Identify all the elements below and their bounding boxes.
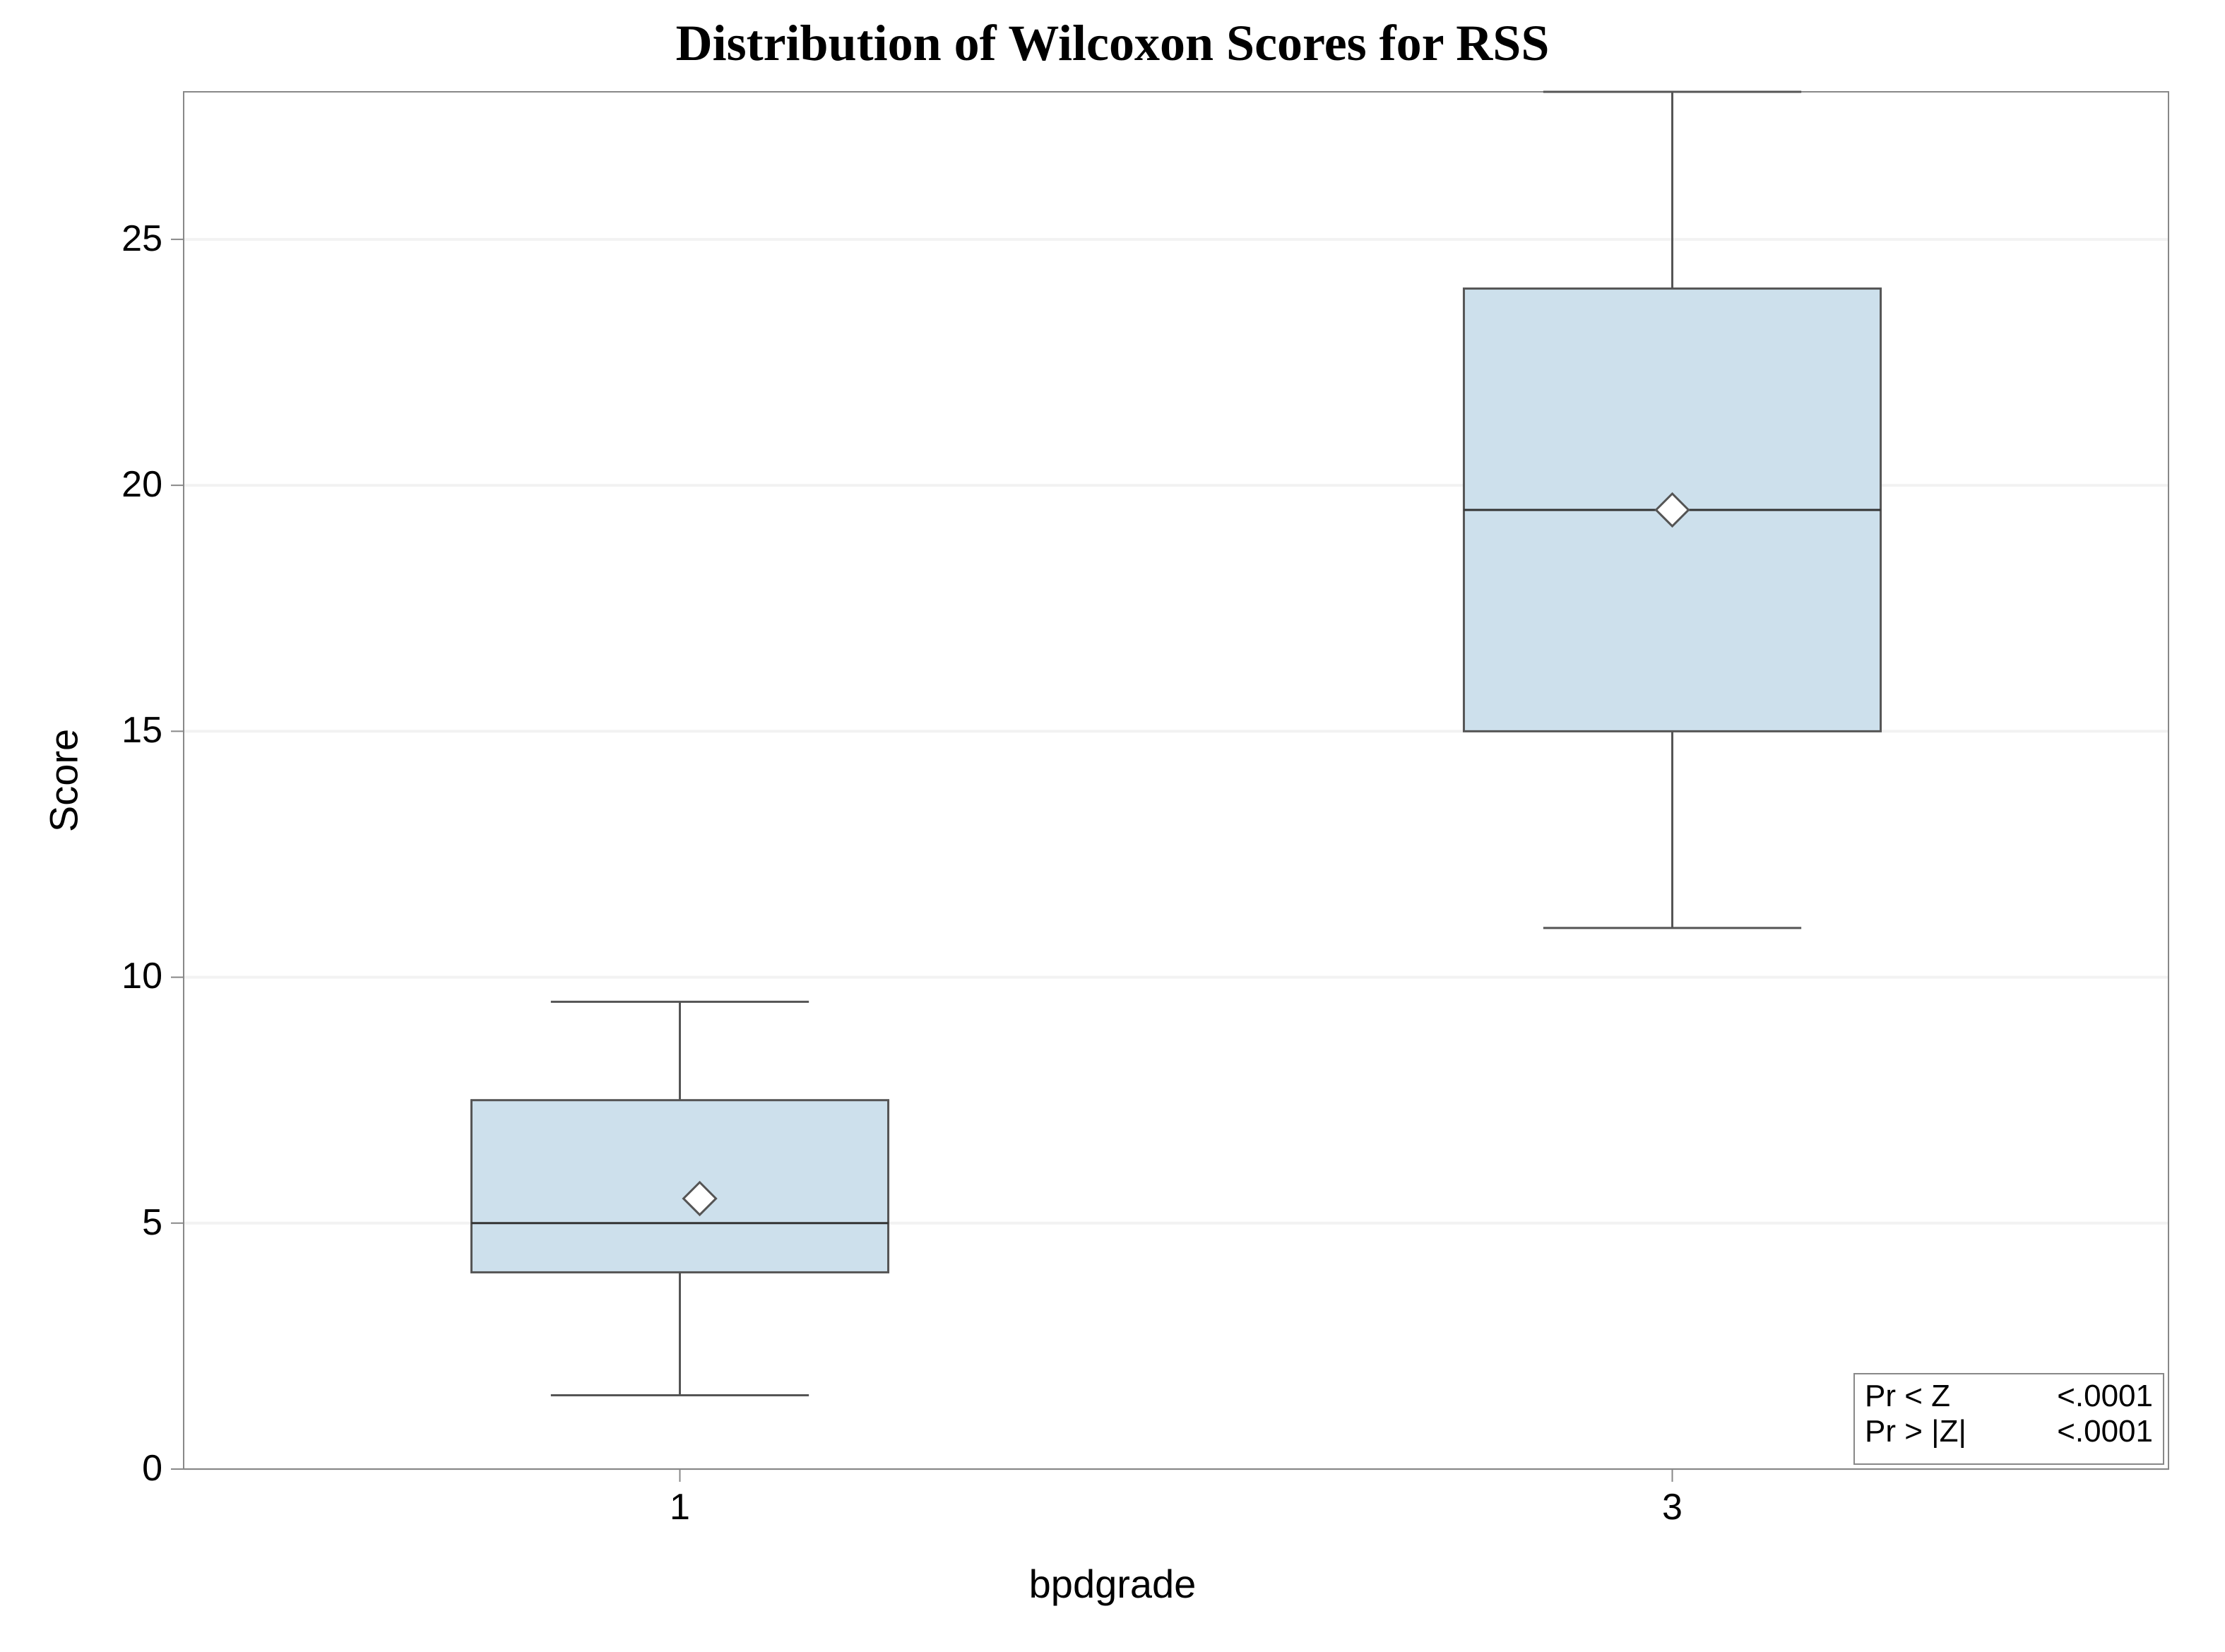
boxplot-chart: Distribution of Wilcoxon Scores for RSS … — [0, 0, 2225, 1652]
legend-row: Pr < Z <.0001 — [1865, 1379, 2153, 1414]
y-tick-label: 15 — [121, 709, 162, 751]
legend-value: <.0001 — [2057, 1414, 2153, 1449]
x-tick-label: 3 — [1644, 1486, 1701, 1528]
y-tick-label: 20 — [121, 463, 162, 506]
y-tick-label: 5 — [142, 1201, 162, 1244]
legend-row: Pr > |Z| <.0001 — [1865, 1414, 2153, 1449]
legend-label: Pr < Z — [1865, 1379, 1950, 1414]
y-tick-label: 10 — [121, 955, 162, 997]
legend-label: Pr > |Z| — [1865, 1414, 1966, 1449]
stats-legend: Pr < Z <.0001 Pr > |Z| <.0001 — [1853, 1373, 2164, 1465]
legend-value: <.0001 — [2057, 1379, 2153, 1414]
y-tick-label: 25 — [121, 218, 162, 260]
x-tick-label: 1 — [652, 1486, 708, 1528]
y-tick-label: 0 — [142, 1447, 162, 1490]
